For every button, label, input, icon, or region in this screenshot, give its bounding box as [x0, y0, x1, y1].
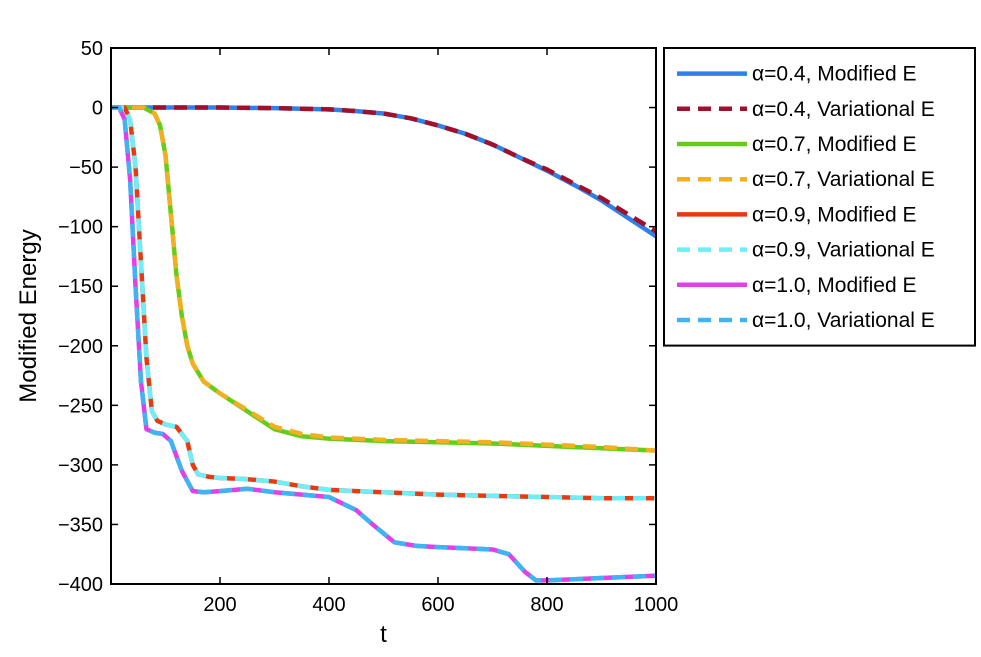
legend-box: [663, 47, 976, 347]
y-tick-label: −100: [58, 217, 103, 239]
legend-label-7: α=1.0, Modified E: [752, 274, 916, 297]
x-tick-label: 400: [312, 594, 345, 616]
y-tick-label: 50: [81, 38, 103, 60]
y-tick-label: −350: [58, 514, 103, 536]
x-tick-label: 1000: [634, 594, 679, 616]
x-axis-title: t: [380, 621, 387, 648]
series-lines: [111, 105, 656, 583]
legend-label-6: α=0.9, Variational E: [752, 239, 935, 262]
y-axis-title: Modified Energy: [15, 229, 42, 402]
legend: α=0.4, Modified E α=0.4, Variational E α=0…: [663, 47, 976, 347]
y-tick-label: −150: [58, 276, 103, 298]
legend-label-2: α=0.4, Variational E: [752, 98, 935, 121]
series-line-1: [111, 105, 656, 239]
legend-label-4: α=0.7, Variational E: [752, 168, 935, 191]
series-line-6: [111, 105, 656, 501]
series-line-7: [111, 105, 656, 583]
x-tick-label: 800: [530, 594, 563, 616]
plot-frame: [110, 47, 657, 585]
y-tick-label: −50: [69, 157, 103, 179]
y-tick-label: 0: [92, 98, 103, 120]
y-tick-label: −300: [58, 455, 103, 477]
x-tick-label: 600: [421, 594, 454, 616]
x-tick-label: 200: [203, 594, 236, 616]
y-tick-label: −250: [58, 395, 103, 417]
y-tick-label: −200: [58, 336, 103, 358]
legend-label-5: α=0.9, Modified E: [752, 203, 916, 226]
series-line-3: [111, 105, 656, 453]
axis-ticks: 200 400 600 800 1000 50 0 −50 −100 −150 −200 −250 −3…: [58, 38, 678, 616]
legend-label-1: α=0.4, Modified E: [752, 63, 916, 86]
series-line-2: [111, 105, 656, 234]
legend-label-3: α=0.7, Modified E: [752, 133, 916, 156]
y-tick-label: −400: [58, 574, 103, 596]
series-line-8: [111, 105, 656, 583]
legend-label-8: α=1.0, Variational E: [752, 309, 935, 332]
series-line-4: [111, 105, 656, 453]
